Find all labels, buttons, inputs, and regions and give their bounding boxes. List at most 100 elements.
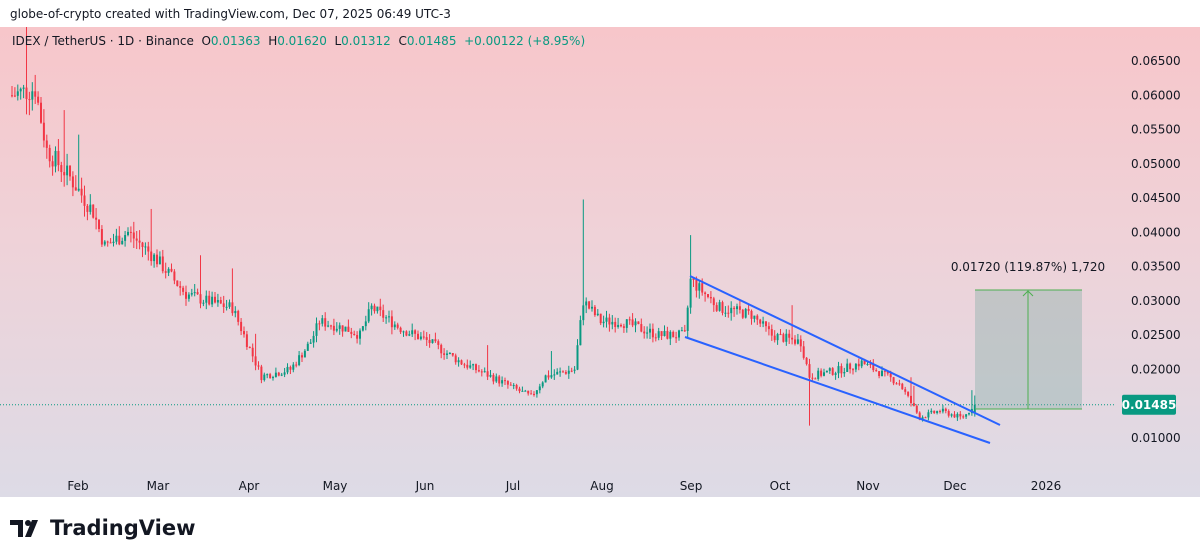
candle-body (686, 307, 689, 331)
candle-body (100, 229, 103, 245)
candle-body (559, 371, 562, 373)
candle-body (483, 371, 486, 373)
time-tick: Dec (943, 479, 966, 493)
candle-body (303, 350, 306, 358)
time-tick: Sep (680, 479, 703, 493)
candle-body (69, 165, 71, 177)
candle-body (968, 413, 970, 415)
price-tick: 0.05000 (1131, 157, 1181, 171)
change-value: +0.00122 (+8.95%) (464, 34, 586, 48)
candle-body (129, 231, 132, 233)
candle-body (34, 91, 37, 97)
time-tick: Nov (856, 479, 879, 493)
time-tick: Aug (590, 479, 613, 493)
candle-body (118, 235, 121, 245)
candle-body (950, 414, 953, 416)
candle-body (620, 324, 622, 327)
current-price-label: 0.01485 (1122, 398, 1177, 412)
candle-body (219, 299, 222, 304)
candle-body (776, 334, 779, 341)
time-tick: Oct (770, 479, 791, 493)
candle-body (144, 246, 147, 248)
candle-body (625, 319, 628, 328)
high-label: H (268, 34, 278, 48)
candle-body (367, 309, 370, 322)
candle-body (286, 366, 289, 373)
candle-body (80, 188, 83, 196)
candle-body (454, 355, 457, 363)
candle-body (318, 323, 321, 325)
candle-body (631, 319, 634, 326)
candle-body (315, 323, 318, 336)
candle-body (92, 204, 95, 218)
symbol-name[interactable]: IDEX / TetherUS · 1D · Binance (12, 34, 194, 48)
candle-body (895, 383, 898, 385)
candle-body (390, 316, 393, 328)
candle-body (608, 317, 611, 325)
current-price-badge (1122, 394, 1176, 415)
candle-body (762, 321, 765, 324)
tradingview-logo[interactable]: TradingView (10, 516, 195, 540)
chart-area[interactable]: 0.06500 0.06000 0.05500 0.05000 0.04500 0.040… (0, 27, 1200, 497)
candle-body (156, 254, 158, 265)
candle-body (533, 393, 535, 395)
candle-body (245, 334, 248, 347)
candle-body (115, 235, 118, 242)
candle-body (622, 326, 625, 328)
measure-label: 0.01720 (119.87%) 1,720 (951, 260, 1105, 274)
candle-body (451, 353, 454, 356)
candle-body (472, 364, 475, 366)
candle-body (434, 339, 437, 342)
candle-body (185, 291, 187, 299)
candle-body (941, 408, 944, 412)
candle-body (22, 87, 25, 89)
candle-body (657, 331, 660, 338)
candle-body (243, 331, 245, 335)
candle-body (411, 330, 414, 335)
candle-body (692, 278, 695, 280)
candle-body (402, 331, 405, 333)
candle-body (260, 366, 263, 381)
candle-body (854, 363, 857, 370)
candle-body (596, 313, 599, 316)
candle-body (541, 382, 544, 387)
candle-body (48, 147, 51, 162)
candle-body (182, 287, 185, 292)
candle-body (556, 371, 559, 375)
candle-body (202, 302, 205, 304)
candle-body (448, 353, 451, 355)
price-chart[interactable]: 0.06500 0.06000 0.05500 0.05000 0.04500 0.040… (0, 27, 1200, 497)
candle-body (231, 302, 234, 314)
candle-body (492, 374, 495, 382)
candle-body (672, 331, 675, 338)
candle-body (628, 319, 631, 321)
candle-body (918, 412, 921, 420)
candle-body (208, 295, 211, 305)
candle-body (388, 316, 390, 318)
candle-body (936, 411, 939, 414)
open-label: O (201, 34, 211, 48)
candle-body (759, 319, 762, 324)
candle-body (216, 299, 219, 303)
candle-body (356, 335, 359, 339)
candle-body (678, 330, 680, 338)
candle-body (550, 375, 553, 378)
candle-body (825, 370, 828, 373)
candle-body (718, 302, 721, 311)
candle-body (843, 372, 846, 374)
candle-body (881, 370, 883, 377)
candle-body (889, 373, 892, 378)
candle-body (808, 364, 811, 378)
candle-body (927, 412, 930, 418)
candle-body (127, 231, 129, 236)
candle-body (477, 370, 480, 372)
candle-body (614, 321, 617, 327)
candle-body (225, 306, 228, 308)
candle-body (756, 315, 759, 320)
candle-body (724, 312, 727, 314)
candle-body (338, 325, 341, 329)
candle-body (930, 410, 933, 413)
chart-credit: globe-of-crypto created with TradingView… (10, 7, 451, 21)
candle-body (828, 368, 831, 371)
candle-body (501, 380, 504, 384)
